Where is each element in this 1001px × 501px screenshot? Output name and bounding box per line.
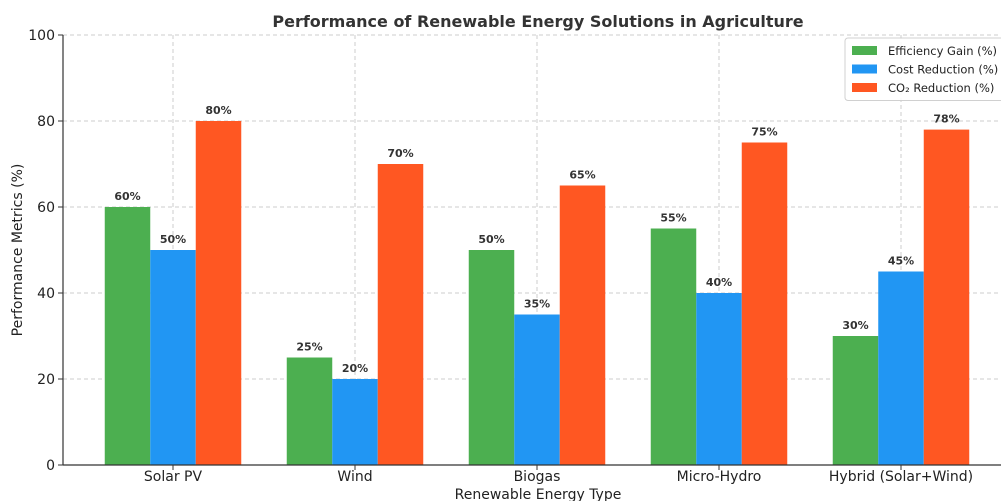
bar — [514, 314, 560, 465]
data-label: 75% — [751, 126, 777, 139]
data-label: 40% — [706, 276, 732, 289]
legend-label: Efficiency Gain (%) — [888, 44, 997, 58]
x-tick-label: Hybrid (Solar+Wind) — [829, 469, 973, 485]
legend-swatch — [852, 64, 877, 74]
data-labels: 60% 25% 50% 55% 30% 50% 20% 35% 40% 45% 80% 70% 65% 7… — [114, 104, 959, 375]
y-tick-label: 100 — [28, 28, 55, 44]
bar — [286, 357, 333, 465]
legend-box — [844, 37, 1001, 101]
y-tick-label: 80 — [37, 114, 55, 130]
bar — [332, 379, 378, 465]
bar — [650, 228, 697, 465]
y-tick-label: 40 — [37, 286, 55, 302]
data-label: 60% — [114, 190, 140, 203]
data-label: 50% — [160, 233, 186, 246]
legend: Efficiency Gain (%) Cost Reduction (%) CO₂… — [844, 37, 1001, 101]
data-label: 25% — [296, 341, 322, 354]
bar — [195, 121, 242, 465]
tick-labels: 0 20 40 60 80 100 Solar PV Wind Biogas Micro-Hydr… — [28, 28, 973, 485]
y-tick-label: 0 — [46, 458, 55, 474]
axes — [62, 35, 1001, 466]
y-tick-label: 20 — [37, 372, 55, 388]
data-label: 65% — [569, 169, 595, 182]
legend-swatch — [852, 46, 877, 55]
data-label: 55% — [660, 212, 686, 225]
data-label: 45% — [888, 255, 914, 268]
bar — [559, 185, 606, 465]
data-label: 80% — [205, 104, 231, 117]
bar — [377, 164, 424, 465]
chart-title: Performance of Renewable Energy Solution… — [272, 12, 803, 31]
data-label: 70% — [387, 147, 413, 160]
legend-label: Cost Reduction (%) — [888, 63, 998, 77]
legend-swatch — [852, 83, 877, 92]
bar — [832, 336, 879, 465]
bar — [104, 207, 151, 465]
bar — [878, 271, 924, 465]
x-tick-label: Wind — [337, 469, 372, 485]
data-label: 20% — [342, 362, 368, 375]
x-tick-label: Biogas — [514, 469, 561, 485]
bar — [468, 250, 515, 465]
bar — [741, 142, 788, 465]
data-label: 35% — [524, 298, 550, 311]
x-axis-label: Renewable Energy Type — [455, 487, 622, 501]
data-label: 78% — [933, 113, 959, 126]
bar — [923, 129, 970, 465]
bar — [150, 250, 196, 465]
x-tick-label: Solar PV — [144, 469, 203, 485]
y-axis-label: Performance Metrics (%) — [10, 164, 26, 337]
legend-label: CO₂ Reduction (%) — [888, 81, 994, 95]
data-label: 50% — [478, 233, 504, 246]
y-tick-label: 60 — [37, 200, 55, 216]
x-tick-label: Micro-Hydro — [677, 469, 762, 485]
data-label: 30% — [842, 319, 868, 332]
bars — [104, 121, 970, 465]
bar — [696, 293, 742, 465]
